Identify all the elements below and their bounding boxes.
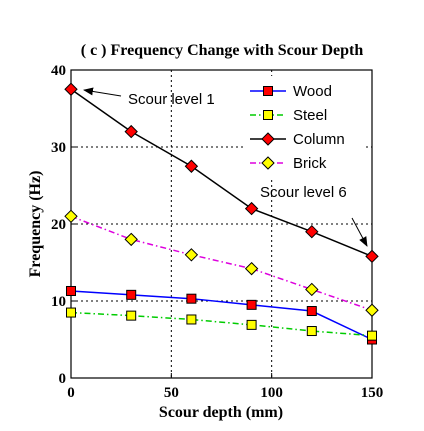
annotation-arrow-1 [83, 87, 122, 97]
x-tick-label: 150 [361, 385, 384, 401]
legend-item-steel: Steel [250, 107, 327, 124]
data-point-brick [184, 248, 199, 262]
legend-item-wood: Wood [250, 83, 332, 100]
data-point-steel [66, 307, 76, 318]
data-point-column [244, 201, 259, 216]
chart-title: ( c ) Frequency Change with Scour Depth [81, 42, 364, 59]
series-column [64, 82, 379, 264]
y-axis-label: Frequency (Hz) [27, 171, 44, 278]
series-line-wood [70, 290, 373, 341]
data-point-wood [66, 285, 76, 296]
data-point-brick [244, 261, 259, 276]
annotation-scour-level-6: Scour level 6 [260, 184, 368, 247]
legend-item-column: Column [250, 131, 345, 148]
legend-label-wood: Wood [293, 83, 332, 100]
legend: Wood Steel Column Brick [244, 76, 365, 178]
data-point-steel [126, 310, 137, 321]
data-point-brick [305, 282, 319, 297]
data-point-wood [246, 299, 257, 310]
y-tick-label: 20 [51, 217, 66, 233]
series-layer [64, 82, 379, 345]
legend-label-steel: Steel [293, 107, 327, 124]
legend-marker-steel [263, 110, 273, 120]
series-line-steel [70, 311, 373, 337]
annotation-text-1: Scour level 1 [128, 91, 215, 108]
legend-label-column: Column [293, 131, 345, 148]
x-axis-label: Scour depth (mm) [159, 404, 283, 421]
data-point-brick [124, 232, 138, 247]
data-point-column [184, 159, 199, 173]
axis-ticks: 0 50 100 150 0 10 20 30 40 [51, 63, 383, 401]
annotation-arrow-6 [351, 217, 368, 247]
data-point-column [64, 82, 78, 96]
data-point-wood [306, 306, 317, 317]
y-tick-label: 30 [51, 140, 66, 156]
x-tick-label: 0 [67, 385, 75, 401]
annotation-scour-level-1: Scour level 1 [83, 87, 215, 108]
legend-marker-brick [261, 156, 275, 170]
data-point-column [305, 224, 319, 239]
legend-marker-wood [263, 86, 273, 96]
data-point-column [124, 124, 138, 139]
y-tick-label: 40 [51, 63, 66, 79]
data-point-brick [64, 209, 78, 224]
series-line-column [70, 88, 373, 258]
x-tick-label: 50 [164, 385, 179, 401]
data-point-steel [246, 319, 257, 330]
data-point-brick [365, 303, 379, 317]
data-point-steel [367, 330, 377, 341]
series-line-brick [70, 215, 373, 311]
x-tick-label: 100 [260, 385, 283, 401]
series-brick [64, 209, 379, 317]
data-point-steel [306, 326, 317, 337]
legend-marker-column [261, 132, 275, 146]
data-point-wood [186, 293, 197, 304]
series-steel [66, 307, 377, 341]
data-point-wood [126, 289, 137, 300]
legend-label-brick: Brick [293, 155, 327, 172]
annotation-text-6: Scour level 6 [260, 184, 347, 201]
y-tick-label: 10 [51, 294, 66, 310]
data-point-steel [186, 314, 197, 325]
y-tick-label: 0 [59, 371, 67, 387]
legend-item-brick: Brick [250, 155, 327, 172]
data-point-column [365, 249, 379, 264]
